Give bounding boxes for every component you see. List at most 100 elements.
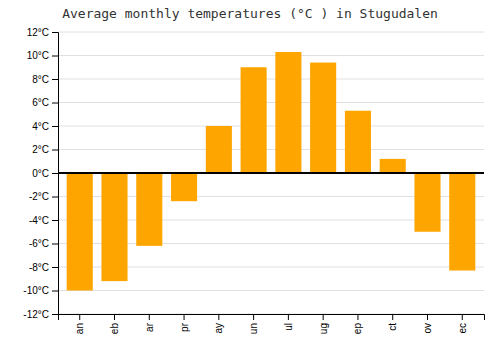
y-tick-mark [52,220,58,221]
x-tick-mark [462,314,463,320]
x-tick-mark [79,314,80,320]
x-tick-label: ep [352,323,363,335]
y-tick: 4°C [32,121,58,132]
x-tick: an [74,314,85,334]
x-tick-mark [253,314,254,320]
x-tick-mark [218,314,219,320]
y-tick: 12°C [27,27,58,38]
y-tick-label: -12°C [23,309,49,320]
x-tick-label: ov [422,323,433,334]
y-tick-label: -6°C [29,238,49,249]
x-tick: ep [352,314,363,334]
x-tick: un [248,314,259,334]
x-tick-label: ar [144,322,155,332]
x-tick-label: ay [213,323,224,334]
y-tick-label: 6°C [32,97,49,108]
x-tick: ul [283,314,294,331]
y-tick-label: 2°C [32,144,49,155]
bar [136,173,162,246]
y-tick-mark [52,291,58,292]
y-tick-mark [52,79,58,80]
x-tick: ec [457,314,468,334]
y-axis-line [52,33,59,315]
x-tick-label: ug [318,323,329,334]
x-tick-mark [392,314,393,320]
grid-line [58,126,484,127]
y-tick: 2°C [32,144,58,155]
y-tick-mark [52,32,58,33]
bar [206,126,232,173]
y-tick-mark [52,126,58,127]
y-axis: -12°C -10°C -8°C -6°C -4°C -2°C 0°C 2°C 4°C 6°C 8°… [23,27,58,320]
bars [67,52,476,291]
bar [241,67,267,173]
chart: Average monthly temperatures (°C ) in St… [0,0,500,350]
y-tick-label: -2°C [29,191,49,202]
x-tick-mark [149,314,150,320]
y-tick-label: -4°C [29,215,49,226]
y-tick: 6°C [32,97,58,108]
y-tick-label: -8°C [29,262,49,273]
y-tick: 8°C [32,74,58,85]
x-tick-label: un [248,323,259,334]
y-tick-mark [52,197,58,198]
bar [449,173,475,271]
y-tick-mark [52,267,58,268]
y-tick-label: 4°C [32,121,49,132]
x-tick-label: ct [387,323,398,331]
grid-line [58,290,484,291]
y-tick: -12°C [23,309,58,320]
grid-line [58,79,484,80]
x-tick-mark [427,314,428,320]
x-tick-mark [184,314,185,320]
y-tick-mark [52,56,58,57]
grid-line [58,55,484,56]
x-axis: an eb ar pr ay un ul ug ep ct ov ec [59,314,485,334]
y-tick: -2°C [29,191,58,202]
bar [380,159,406,173]
y-tick-mark [52,314,58,315]
bar [310,63,336,173]
x-tick-mark [357,314,358,320]
grid-line [58,173,484,174]
y-tick-mark [52,173,58,174]
x-axis-line [59,315,485,321]
grid-line [58,32,484,33]
y-tick: -6°C [29,238,58,249]
title: Average monthly temperatures (°C ) in St… [62,6,438,21]
y-tick-label: 10°C [27,50,49,61]
x-tick: ar [144,314,155,332]
bar [101,173,127,281]
x-tick: ov [422,314,433,334]
x-tick-label: ul [283,323,294,331]
bar [275,52,301,173]
y-tick-label: 0°C [32,168,49,179]
plot: -12°C -10°C -8°C -6°C -4°C -2°C 0°C 2°C 4°C 6°C 8°… [23,27,484,334]
y-tick: -8°C [29,262,58,273]
bar [345,111,371,173]
x-tick-mark [323,314,324,320]
x-tick-label: eb [109,323,120,335]
bar [171,173,197,201]
y-tick-mark [52,150,58,151]
x-tick-label: pr [179,322,190,332]
x-tick-label: ec [457,323,468,334]
x-tick: ay [213,314,224,334]
bar [414,173,440,232]
y-tick-label: -10°C [23,285,49,296]
y-tick: 0°C [32,168,58,179]
x-tick: pr [179,314,190,332]
x-tick: ug [318,314,329,334]
y-tick: -4°C [29,215,58,226]
y-tick: -10°C [23,285,58,296]
x-tick: ct [387,314,398,331]
x-tick-label: an [74,323,85,334]
y-tick-label: 12°C [27,27,49,38]
x-tick-mark [288,314,289,320]
x-tick-mark [114,314,115,320]
y-tick-label: 8°C [32,74,49,85]
grid [58,32,484,314]
y-tick: 10°C [27,50,58,61]
x-tick: eb [109,314,120,334]
zero-line [58,172,484,174]
